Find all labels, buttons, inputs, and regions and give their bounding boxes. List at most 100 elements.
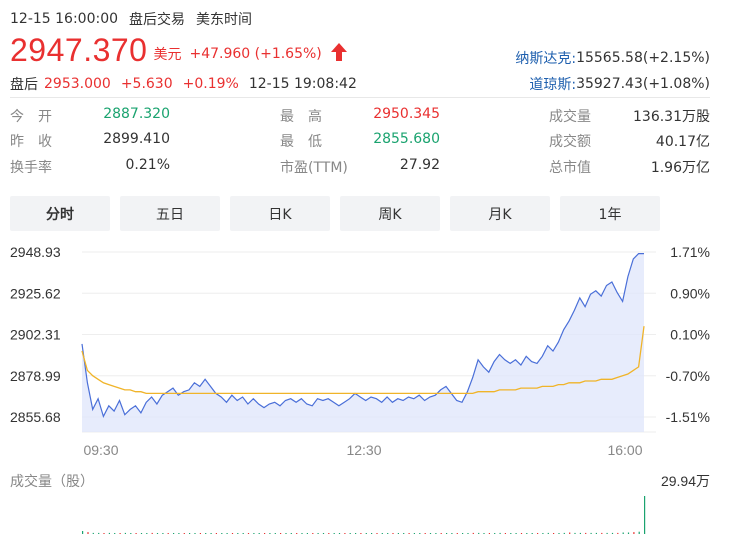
volume-bar [574, 532, 576, 534]
volume-label: 成交量（股） [10, 473, 94, 489]
volume-bar [258, 533, 260, 534]
stat-value: 2887.320 [103, 106, 170, 122]
volume-bar [504, 533, 506, 534]
last-price: 2947.370 [10, 31, 148, 68]
volume-bar [114, 533, 116, 534]
price-row: 2947.370 美元 +47.960 (+1.65%) [10, 32, 348, 68]
stat-label: 换手率 [10, 160, 52, 176]
x-tick-label: 16:00 [607, 442, 642, 458]
stat-value: 2950.345 [373, 106, 440, 122]
y-tick-label-pct: 1.71% [670, 244, 710, 260]
volume-bar [403, 533, 405, 534]
volume-bar [210, 533, 212, 534]
timezone-label: 美东时间 [196, 12, 253, 28]
volume-bar [322, 533, 325, 534]
stat-label: 成交额 [549, 134, 591, 150]
volume-bar [178, 533, 180, 534]
volume-bar [274, 533, 276, 534]
volume-bar [82, 531, 84, 534]
volume-bar [547, 532, 549, 534]
index-value: 15565.58(+2.15%) [576, 50, 710, 66]
stat-label: 成交量 [549, 109, 591, 125]
tab-monthly-k[interactable]: 月K [450, 196, 550, 231]
stat-label: 最 低 [280, 134, 322, 150]
volume-bar [306, 533, 308, 534]
volume-bar [162, 533, 164, 534]
x-tick-label: 09:30 [83, 442, 118, 458]
volume-bar [183, 533, 185, 534]
index-nasdaq[interactable]: 纳斯达克: 15565.58(+2.15%) [515, 48, 710, 68]
after-hours-price: 2953.000 [44, 76, 111, 92]
y-tick-label: 2878.99 [10, 368, 61, 384]
index-name[interactable]: 道琼斯: [529, 77, 577, 93]
volume-bar [478, 532, 480, 534]
volume-max-label: 29.94万 [661, 473, 710, 489]
volume-bar [156, 533, 159, 534]
volume-bar [296, 533, 298, 534]
volume-bar [237, 533, 239, 534]
volume-bar [146, 533, 148, 534]
stat-label: 今 开 [10, 109, 52, 125]
volume-bar [376, 533, 378, 534]
stat-label: 最 高 [280, 109, 322, 125]
volume-bar [526, 533, 528, 534]
volume-bar [510, 533, 512, 534]
volume-bar [419, 533, 421, 534]
volume-bar [622, 532, 624, 534]
volume-bar [429, 533, 432, 534]
volume-bar [606, 532, 608, 534]
volume-bar [247, 533, 250, 534]
volume-bar [98, 532, 100, 534]
volume-bar [569, 532, 571, 534]
volume-bar [467, 533, 469, 534]
volume-bar [627, 532, 630, 534]
stat-value: 2855.680 [373, 131, 440, 147]
divider [10, 97, 710, 98]
stat-value: 136.31万股 [633, 109, 710, 125]
volume-bar [638, 531, 640, 534]
volume-bar [280, 533, 282, 534]
volume-bar [446, 533, 448, 534]
stat-value: 2899.410 [103, 131, 170, 147]
volume-bar [499, 532, 501, 534]
tab-weekly-k[interactable]: 周K [340, 196, 440, 231]
volume-bar [189, 533, 191, 534]
after-hours-label: 盘后 [10, 77, 38, 93]
volume-chart[interactable]: 成交量（股） 29.94万 [0, 466, 734, 549]
price-area-fill [82, 253, 644, 432]
volume-bar [611, 532, 614, 534]
volume-bar [108, 532, 110, 534]
volume-bar [585, 532, 587, 534]
stat-value: 27.92 [399, 157, 440, 173]
index-dow[interactable]: 道琼斯: 35927.43(+1.08%) [529, 74, 710, 94]
session-label: 盘后交易 [129, 12, 186, 28]
volume-bar [451, 533, 453, 534]
volume-bar [333, 533, 335, 534]
after-hours-change: +5.630 [120, 76, 173, 92]
volume-bar [371, 533, 373, 534]
y-tick-label-pct: 0.10% [670, 327, 710, 343]
volume-bar [173, 533, 175, 534]
tab-daily-k[interactable]: 日K [230, 196, 330, 231]
y-tick-label-pct: -1.51% [666, 409, 710, 425]
tab-one-year[interactable]: 1年 [560, 196, 660, 231]
volume-bar [515, 533, 517, 534]
volume-bar [140, 533, 143, 534]
volume-bar [199, 533, 201, 534]
stat-value: 0.21% [125, 157, 170, 173]
tab-intraday[interactable]: 分时 [10, 196, 110, 231]
volume-bar [387, 533, 389, 534]
intraday-chart[interactable]: 2948.93 1.71% 2925.62 0.90% 2902.31 0.10% 2878… [0, 236, 734, 464]
volume-bar [483, 533, 485, 534]
index-name[interactable]: 纳斯达克: [515, 51, 577, 67]
quote-header: 12-15 16:00:00 盘后交易 美东时间 [10, 9, 263, 29]
volume-bar [226, 533, 228, 534]
volume-bar [338, 533, 341, 534]
y-tick-label: 2902.31 [10, 327, 61, 343]
volume-bar [537, 533, 539, 534]
price-change: +47.960 (+1.65%) [189, 46, 322, 62]
tab-five-day[interactable]: 五日 [120, 196, 220, 231]
volume-bar [553, 533, 555, 534]
average-price-line [81, 326, 645, 395]
volume-bar [87, 532, 89, 534]
